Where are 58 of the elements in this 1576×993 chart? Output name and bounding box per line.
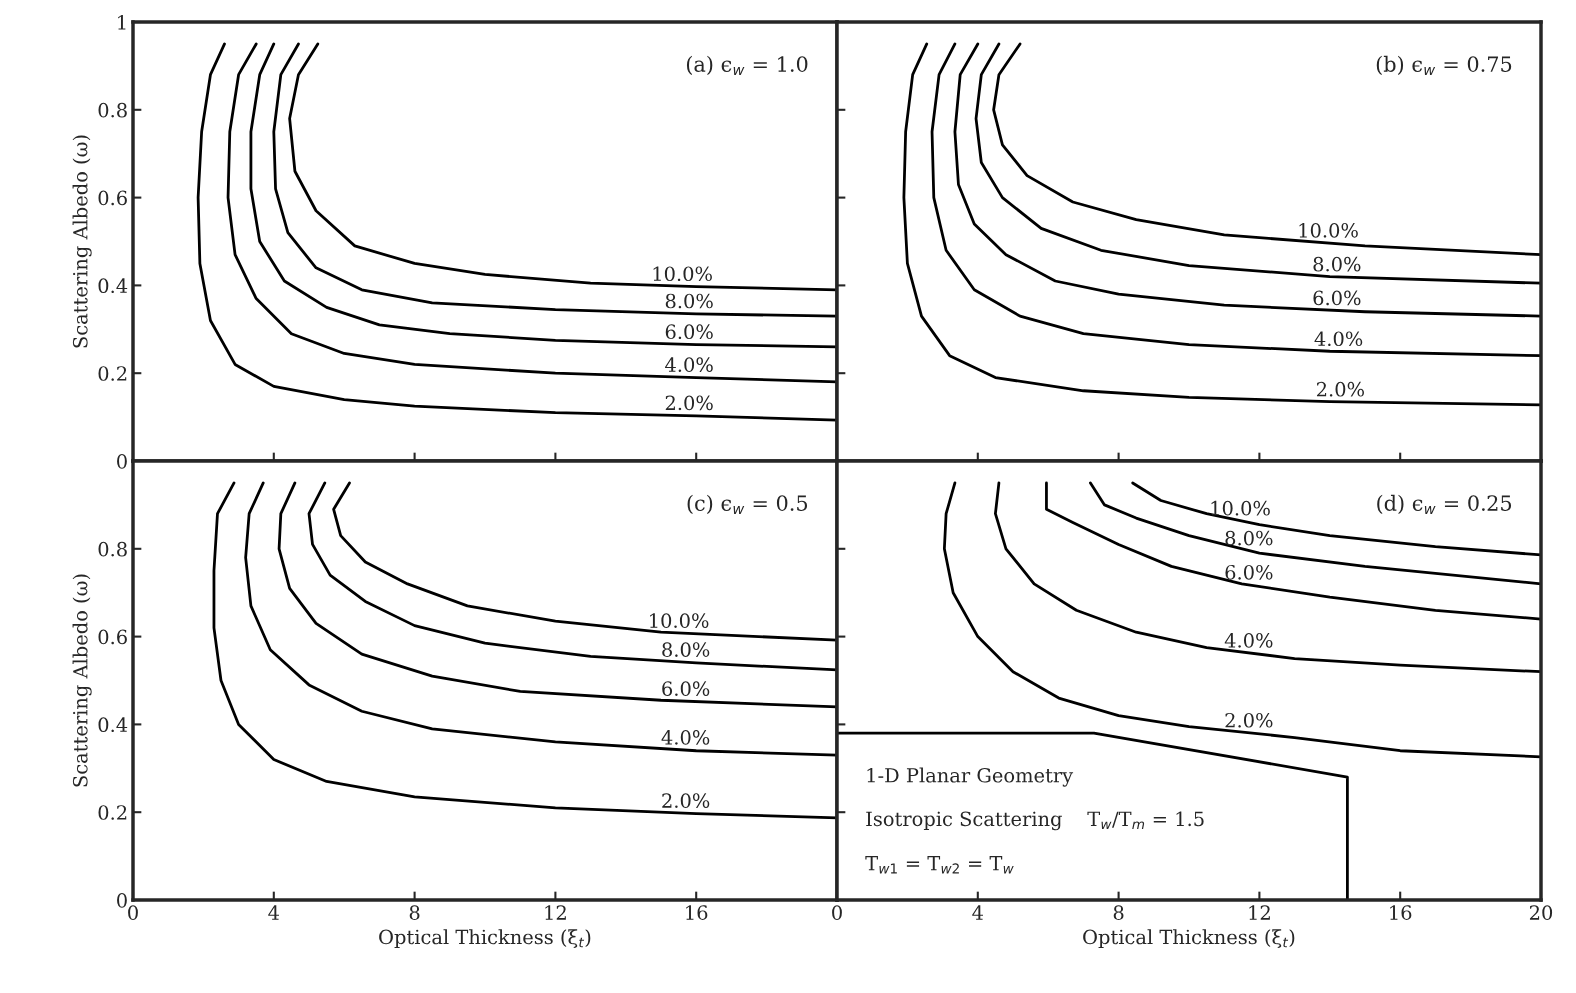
x-axis-title: Optical Thickness (ξ$_{t}$)	[1083, 929, 1295, 949]
annotation: 4.0%	[661, 730, 710, 745]
annotation: 10.0%	[1299, 222, 1358, 238]
x-tick-label: 12	[545, 905, 566, 920]
annotation: 2.0%	[665, 395, 713, 411]
annotation: (d) ϵ$_{w}$ = 0.25	[1377, 494, 1512, 515]
line-series	[212, 481, 837, 820]
line-series	[277, 481, 837, 709]
annotation: 8.0%	[1313, 256, 1361, 272]
y-tick-label: 0.4	[98, 717, 128, 733]
annotation: 4.0%	[1224, 632, 1273, 648]
annotation: 6.0%	[665, 324, 713, 340]
y-tick-label: 0.8	[98, 541, 127, 557]
y-axis-title: Scattering Albedo (ω)	[72, 135, 92, 348]
y-tick-label: 0	[117, 453, 127, 469]
line-series	[307, 481, 837, 672]
x-tick-label: 12	[1249, 905, 1270, 920]
y-tick-label: 0.8	[98, 102, 127, 118]
line-series	[332, 481, 837, 642]
y-tick-label: 0.4	[98, 278, 128, 294]
x-tick-label: 0	[832, 905, 842, 920]
x-tick-label: 8	[409, 905, 420, 920]
x-tick-label: 0	[128, 905, 138, 920]
annotation: 4.0%	[1314, 331, 1363, 347]
annotation: 6.0%	[662, 681, 710, 696]
annotation: 8.0%	[1225, 530, 1273, 546]
y-tick-label: 0	[117, 892, 127, 908]
y-tick-label: 0.2	[98, 366, 127, 381]
annotation: 8.0%	[662, 642, 710, 657]
x-tick-label: 4	[972, 905, 984, 920]
annotation: 8.0%	[665, 293, 713, 309]
annotation: 6.0%	[1313, 290, 1361, 306]
annotation: 10.0%	[650, 613, 709, 628]
y-tick-label: 0.2	[98, 805, 127, 820]
annotation: 10.0%	[653, 266, 712, 282]
annotation: T$_{w1}$ = T$_{w2}$ = T$_{w}$	[865, 856, 1014, 874]
y-axis-title: Scattering Albedo (ω)	[72, 574, 92, 787]
line-series	[244, 481, 837, 757]
x-axis-title: Optical Thickness (ξ$_{t}$)	[379, 929, 591, 949]
annotation: 1-D Planar Geometry	[867, 767, 1074, 787]
annotation: 2.0%	[1316, 381, 1364, 397]
x-tick-label: 16	[1390, 905, 1412, 920]
y-tick-label: 1	[118, 14, 126, 30]
x-tick-label: 16	[686, 905, 708, 920]
x-tick-label: 8	[1113, 905, 1124, 920]
annotation: 6.0%	[1225, 564, 1273, 580]
x-tick-label: 4	[268, 905, 280, 920]
annotation: 2.0%	[1225, 712, 1273, 728]
annotation: (a) ϵ$_{w}$ = 1.0	[686, 55, 808, 76]
annotation: (c) ϵ$_{w}$ = 0.5	[687, 494, 808, 515]
annotation: 4.0%	[665, 357, 713, 372]
y-tick-label: 0.6	[98, 629, 127, 645]
annotation: 10.0%	[1211, 500, 1270, 516]
annotation: 2.0%	[662, 793, 710, 808]
y-tick-label: 0.6	[98, 190, 127, 206]
annotation: (b) ϵ$_{w}$ = 0.75	[1376, 55, 1512, 76]
x-tick-label: 20	[1529, 905, 1553, 920]
annotation: Isotropic Scattering T$_{w}$/T$_{m}$ = 1.5	[866, 811, 1204, 831]
